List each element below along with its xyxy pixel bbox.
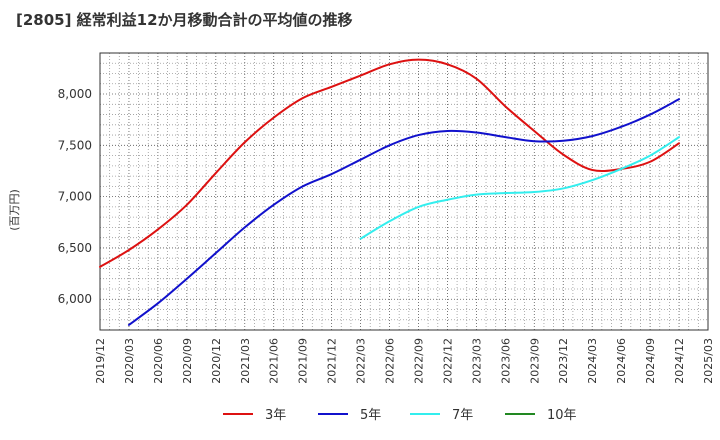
chart-title: [2805] 経常利益12か月移動合計の平均値の推移 [16, 11, 353, 29]
x-tick-label: 2020/03 [123, 338, 136, 384]
y-tick-label: 6,000 [58, 292, 92, 306]
plot-frame [99, 52, 709, 331]
series-line-1 [99, 58, 681, 268]
x-tick-label: 2023/03 [470, 338, 483, 384]
x-tick-label: 2024/09 [644, 338, 657, 384]
legend-label: 7年 [452, 408, 473, 423]
x-tick-label: 2025/03 [702, 338, 715, 384]
x-tick-label: 2023/09 [528, 338, 541, 384]
y-tick-label: 7,500 [58, 138, 92, 152]
legend-label: 10年 [547, 408, 577, 423]
x-tick-label: 2020/06 [152, 338, 165, 384]
x-tick-label: 2021/12 [326, 338, 339, 384]
x-tick-label: 2021/06 [268, 338, 281, 384]
y-tick-label: 7,000 [58, 190, 92, 204]
plot-background [100, 53, 708, 330]
x-tick-label: 2023/06 [499, 338, 512, 384]
x-tick-label: 2024/12 [673, 338, 686, 384]
legend-label: 5年 [360, 408, 381, 423]
x-tick-label: 2020/09 [181, 338, 194, 384]
y-tick-label: 8,000 [58, 87, 92, 101]
x-tick-label: 2024/03 [586, 338, 599, 384]
x-tick-label: 2024/06 [615, 338, 628, 384]
x-tick-label: 2022/03 [355, 338, 368, 384]
x-tick-label: 2022/12 [441, 338, 454, 384]
x-tick-label: 2019/12 [94, 338, 107, 384]
y-tick-label: 6,500 [58, 241, 92, 255]
x-tick-label: 2022/09 [412, 338, 425, 384]
series-line-2 [127, 98, 681, 326]
series-line-3 [359, 136, 681, 240]
x-tick-label: 2021/09 [297, 338, 310, 384]
legend-label: 3年 [265, 408, 286, 423]
x-tick-label: 2021/03 [239, 338, 252, 384]
x-tick-label: 2020/12 [210, 338, 223, 384]
x-tick-label: 2022/06 [384, 338, 397, 384]
x-tick-label: 2023/12 [557, 338, 570, 384]
